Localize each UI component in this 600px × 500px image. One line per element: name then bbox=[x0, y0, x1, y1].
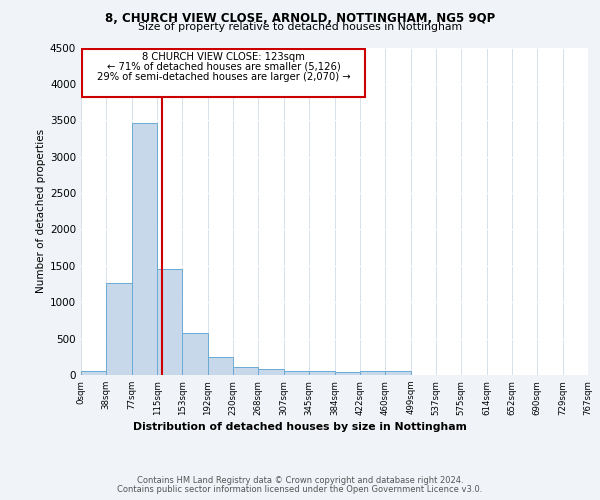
Bar bbox=[309, 372, 335, 375]
Text: Size of property relative to detached houses in Nottingham: Size of property relative to detached ho… bbox=[138, 22, 462, 32]
Bar bbox=[106, 282, 132, 375]
Text: Contains HM Land Registry data © Crown copyright and database right 2024.: Contains HM Land Registry data © Crown c… bbox=[137, 476, 463, 485]
Bar bbox=[233, 366, 258, 375]
Bar bbox=[258, 369, 284, 375]
Bar bbox=[182, 333, 208, 375]
Bar bbox=[385, 370, 411, 375]
Text: 29% of semi-detached houses are larger (2,070) →: 29% of semi-detached houses are larger (… bbox=[97, 72, 350, 82]
Bar bbox=[284, 370, 309, 375]
Bar bbox=[82, 49, 365, 97]
Bar bbox=[360, 372, 385, 375]
Text: Contains public sector information licensed under the Open Government Licence v3: Contains public sector information licen… bbox=[118, 485, 482, 494]
Bar bbox=[132, 123, 157, 375]
Y-axis label: Number of detached properties: Number of detached properties bbox=[36, 129, 46, 294]
Text: 8 CHURCH VIEW CLOSE: 123sqm: 8 CHURCH VIEW CLOSE: 123sqm bbox=[142, 52, 305, 62]
Bar bbox=[157, 268, 182, 375]
Bar bbox=[208, 357, 233, 375]
Bar bbox=[335, 372, 360, 375]
Bar bbox=[81, 372, 106, 375]
Text: Distribution of detached houses by size in Nottingham: Distribution of detached houses by size … bbox=[133, 422, 467, 432]
Text: 8, CHURCH VIEW CLOSE, ARNOLD, NOTTINGHAM, NG5 9QP: 8, CHURCH VIEW CLOSE, ARNOLD, NOTTINGHAM… bbox=[105, 12, 495, 26]
Text: ← 71% of detached houses are smaller (5,126): ← 71% of detached houses are smaller (5,… bbox=[107, 62, 341, 72]
